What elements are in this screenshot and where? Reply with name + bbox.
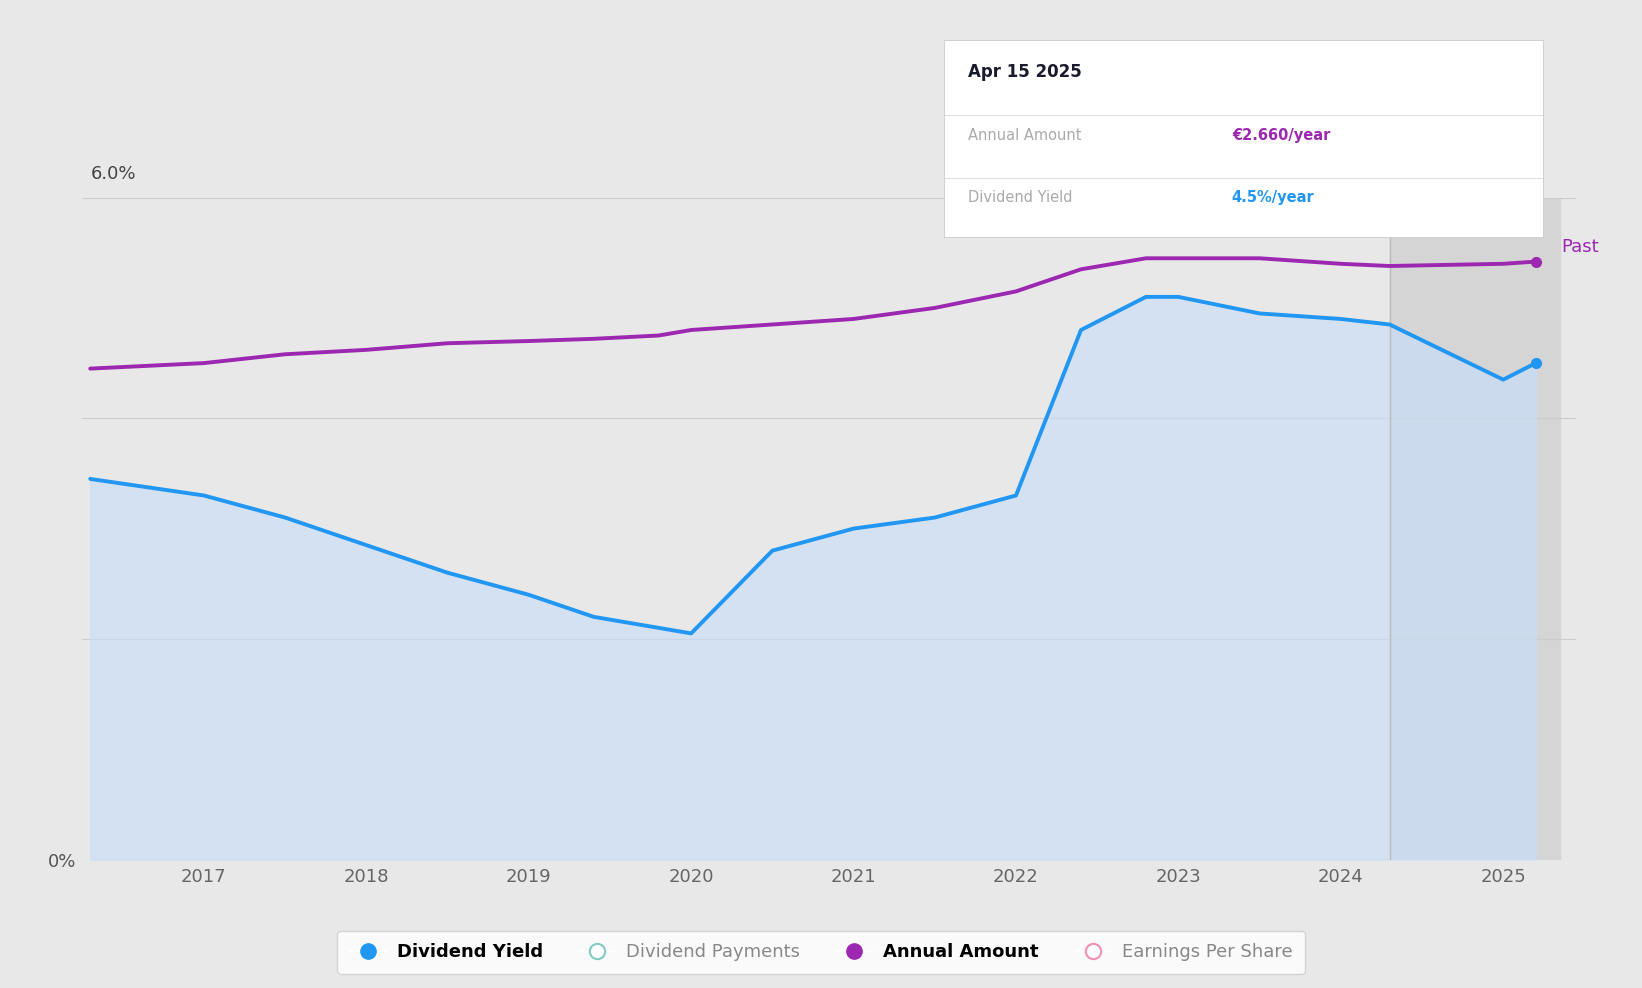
- Legend: Dividend Yield, Dividend Payments, Annual Amount, Earnings Per Share: Dividend Yield, Dividend Payments, Annua…: [337, 931, 1305, 974]
- Text: Annual Amount: Annual Amount: [969, 128, 1082, 143]
- Text: 6.0%: 6.0%: [90, 165, 136, 183]
- Text: Apr 15 2025: Apr 15 2025: [969, 63, 1082, 81]
- Text: Dividend Yield: Dividend Yield: [969, 190, 1072, 205]
- Text: Past: Past: [1562, 238, 1599, 256]
- Bar: [1389, 198, 1560, 860]
- Text: 4.5%/year: 4.5%/year: [1232, 190, 1315, 205]
- Text: €2.660/year: €2.660/year: [1232, 128, 1330, 143]
